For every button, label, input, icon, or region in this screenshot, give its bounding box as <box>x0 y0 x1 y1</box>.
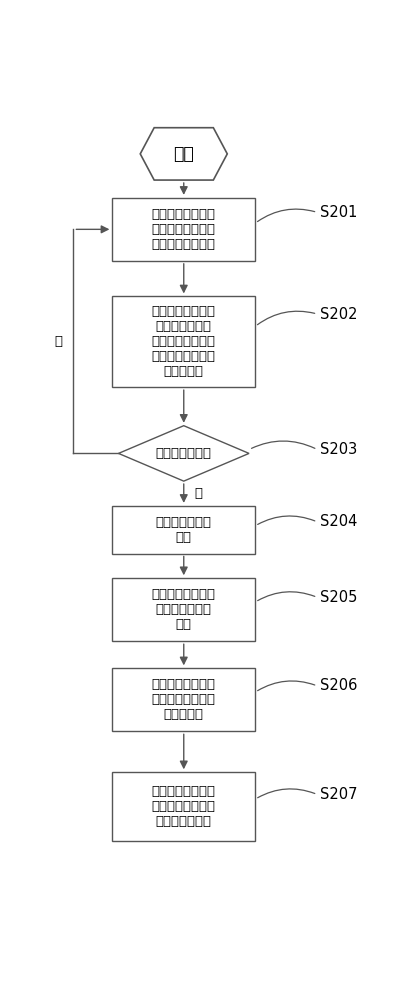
Text: S201: S201 <box>320 205 357 220</box>
Bar <box>112 198 255 261</box>
Text: 否: 否 <box>194 487 203 500</box>
Bar <box>112 668 255 731</box>
Text: 所述的功能点与所
有的模板分别作相
似度计算；: 所述的功能点与所 有的模板分别作相 似度计算； <box>152 678 216 721</box>
Text: 开始: 开始 <box>173 145 194 163</box>
Text: S204: S204 <box>320 514 357 529</box>
Text: 是: 是 <box>55 335 63 348</box>
Text: S207: S207 <box>320 787 357 802</box>
Text: S205: S205 <box>320 590 357 605</box>
Text: 将标签库的所有标
签按某种顺序排
列，根据排列，为
每一个模板赋予唯
一的向量；: 将标签库的所有标 签按某种顺序排 列，根据排列，为 每一个模板赋予唯 一的向量； <box>152 305 216 378</box>
Text: 是否有模板增删: 是否有模板增删 <box>156 447 212 460</box>
Text: S203: S203 <box>320 442 357 457</box>
Text: 取拥有最大相似度
的模板作为使用模
板，完成匹配。: 取拥有最大相似度 的模板作为使用模 板，完成匹配。 <box>152 785 216 828</box>
Bar <box>112 506 255 554</box>
Polygon shape <box>119 426 249 481</box>
Bar <box>112 772 255 841</box>
Text: S206: S206 <box>320 678 357 693</box>
Text: 根据标签，生成完
整的功能点向量
值；: 根据标签，生成完 整的功能点向量 值； <box>152 588 216 631</box>
Text: 对功能点设置标
签；: 对功能点设置标 签； <box>156 516 212 544</box>
Bar <box>112 296 255 387</box>
Text: 对所有预制的模板
进行标签扫描，建
立或更新标签库；: 对所有预制的模板 进行标签扫描，建 立或更新标签库； <box>152 208 216 251</box>
Text: S202: S202 <box>320 307 357 322</box>
Polygon shape <box>140 128 227 180</box>
Bar <box>112 578 255 641</box>
